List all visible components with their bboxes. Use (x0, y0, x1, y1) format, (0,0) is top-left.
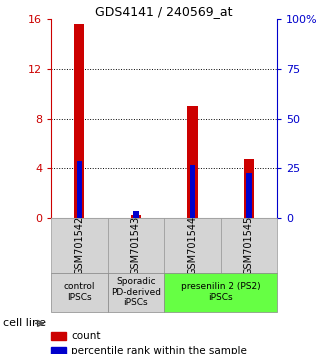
Bar (221, 218, 277, 273)
Bar (74, 24, 84, 218)
Bar (133, 211, 139, 218)
Text: presenilin 2 (PS2)
iPSCs: presenilin 2 (PS2) iPSCs (181, 282, 260, 302)
Bar (190, 165, 195, 218)
Text: GSM701545: GSM701545 (244, 216, 254, 275)
Bar (187, 106, 198, 218)
Bar (131, 215, 141, 218)
Bar (108, 218, 164, 273)
Bar (244, 159, 254, 218)
Bar (164, 273, 277, 312)
Text: count: count (71, 331, 100, 341)
Text: Sporadic
PD-derived
iPSCs: Sporadic PD-derived iPSCs (111, 277, 161, 307)
Text: control
IPSCs: control IPSCs (64, 282, 95, 302)
Text: GSM701542: GSM701542 (74, 216, 84, 275)
Text: GSM701544: GSM701544 (187, 216, 197, 275)
Bar (77, 161, 82, 218)
Bar (164, 218, 221, 273)
Text: cell line: cell line (3, 318, 46, 329)
Bar (51, 218, 108, 273)
Title: GDS4141 / 240569_at: GDS4141 / 240569_at (95, 5, 233, 18)
Text: GSM701543: GSM701543 (131, 216, 141, 275)
Bar (246, 173, 252, 218)
Bar (108, 273, 164, 312)
Bar (51, 332, 66, 340)
Bar (51, 347, 66, 354)
Bar (51, 273, 108, 312)
Text: percentile rank within the sample: percentile rank within the sample (71, 346, 247, 354)
